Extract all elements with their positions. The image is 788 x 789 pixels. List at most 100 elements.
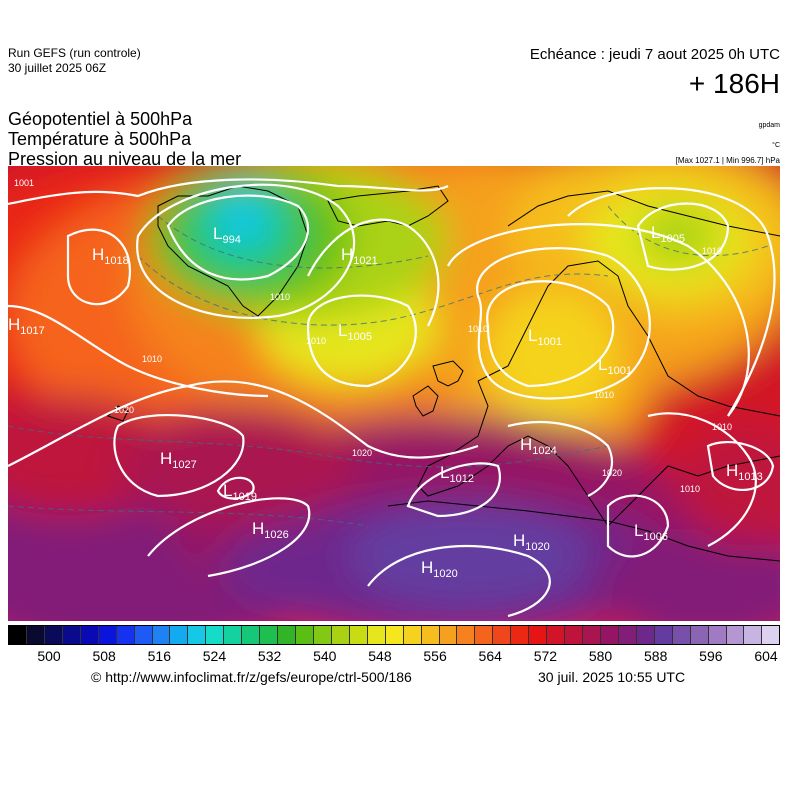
isobars bbox=[8, 178, 776, 618]
colorbar-tick-label: 524 bbox=[202, 648, 227, 664]
colorbar-swatch bbox=[349, 626, 368, 644]
isobar-label: 1020 bbox=[114, 405, 134, 415]
coastlines bbox=[107, 185, 780, 562]
colorbar-swatch bbox=[493, 626, 512, 644]
high-pressure-center: H1018 bbox=[92, 245, 129, 267]
colorbar-ticks: 500 508 516 524 532 540 548 556 564 572 580 588 596 6… bbox=[0, 648, 788, 668]
colorbar-tick-label: 596 bbox=[699, 648, 723, 664]
colorbar-swatch bbox=[583, 626, 601, 644]
colorbar-swatch bbox=[690, 626, 709, 644]
isobar-label: 1010 bbox=[702, 246, 722, 256]
colorbar-tick-label: 500 bbox=[37, 648, 61, 664]
colorbar-swatch bbox=[116, 626, 135, 644]
high-pressure-center: H1024 bbox=[520, 435, 557, 457]
low-pressure-center: L1012 bbox=[440, 463, 474, 485]
low-pressure-center: L994 bbox=[213, 224, 241, 246]
isobar-label: 1020 bbox=[352, 448, 372, 458]
colorbar-swatch bbox=[98, 626, 117, 644]
variable-temperature: Température à 500hPa bbox=[8, 129, 192, 149]
colorbar-swatch bbox=[260, 626, 279, 644]
source-url: © http://www.infoclimat.fr/z/gefs/europe… bbox=[91, 669, 412, 685]
colorbar-tick-label: 588 bbox=[644, 648, 668, 664]
low-pressure-center: L1005 bbox=[651, 223, 685, 245]
high-pressure-center: H1020 bbox=[513, 531, 550, 553]
generated-time: 30 juil. 2025 10:55 UTC bbox=[538, 669, 686, 685]
colorbar-swatch bbox=[529, 626, 548, 644]
colorbar-tick-label: 564 bbox=[478, 648, 502, 664]
colorbar-swatch bbox=[762, 626, 780, 644]
unit-geopotential: gpdam bbox=[758, 122, 780, 129]
run-date: 30 juillet 2025 06Z bbox=[8, 61, 107, 75]
colorbar-swatch bbox=[224, 626, 243, 644]
isobar-label: 1010 bbox=[468, 324, 488, 334]
colorbar-swatch bbox=[80, 626, 99, 644]
colorbar-swatch bbox=[565, 626, 583, 644]
colorbar-swatch bbox=[654, 626, 673, 644]
colorbar-swatch bbox=[421, 626, 440, 644]
colorbar-swatch bbox=[313, 626, 332, 644]
run-title: Run GEFS (run controle) bbox=[8, 46, 141, 60]
isobar-value-labels: 1001 1010 1010 1020 1020 1010 1020 1010 … bbox=[14, 178, 732, 494]
colorbar-swatch bbox=[170, 626, 189, 644]
low-pressure-center: L1005 bbox=[338, 321, 372, 343]
colorbar-swatch bbox=[475, 626, 494, 644]
low-pressure-center: L1001 bbox=[598, 355, 632, 377]
colorbar-swatch bbox=[367, 626, 386, 644]
high-pressure-center: H1026 bbox=[252, 519, 289, 541]
isobar-label: 1010 bbox=[142, 354, 162, 364]
colorbar bbox=[8, 625, 780, 645]
colorbar-swatch bbox=[457, 626, 476, 644]
unit-temperature: °C bbox=[772, 142, 780, 149]
colorbar-swatch bbox=[618, 626, 637, 644]
colorbar-tick-label: 556 bbox=[423, 648, 447, 664]
variable-geopotential: Géopotentiel à 500hPa bbox=[8, 109, 193, 129]
isobar-label: 1010 bbox=[270, 292, 290, 302]
colorbar-swatch bbox=[206, 626, 225, 644]
high-pressure-center: H1027 bbox=[160, 449, 197, 471]
forecast-valid-time: Echéance : jeudi 7 aout 2025 0h UTC bbox=[529, 46, 780, 63]
colorbar-tick-label: 516 bbox=[147, 648, 171, 664]
temperature-isotherms bbox=[8, 205, 769, 527]
colorbar-swatch bbox=[134, 626, 153, 644]
pressure-extremes: [Max 1027.1 | Min 996.7] hPa bbox=[675, 156, 780, 165]
colorbar-swatch bbox=[62, 626, 81, 644]
colorbar-swatch bbox=[403, 626, 422, 644]
colorbar-swatch bbox=[439, 626, 458, 644]
low-pressure-center: L1001 bbox=[528, 326, 562, 348]
isobar-label: 1010 bbox=[306, 336, 326, 346]
colorbar-tick-label: 540 bbox=[313, 648, 337, 664]
colorbar-swatch bbox=[511, 626, 530, 644]
isobar-label: 1010 bbox=[712, 422, 732, 432]
colorbar-swatch bbox=[278, 626, 296, 644]
low-pressure-center: L1019 bbox=[223, 481, 257, 503]
colorbar-swatch bbox=[188, 626, 207, 644]
high-pressure-center: H1020 bbox=[421, 558, 458, 580]
colorbar-swatch bbox=[331, 626, 350, 644]
colorbar-tick-label: 532 bbox=[257, 648, 282, 664]
colorbar-tick-label: 572 bbox=[533, 648, 558, 664]
colorbar-swatch bbox=[547, 626, 566, 644]
colorbar-swatch bbox=[672, 626, 691, 644]
isobar-label: 1010 bbox=[680, 484, 700, 494]
lead-time: + 186H bbox=[688, 68, 780, 99]
isobar-label: 1010 bbox=[594, 390, 614, 400]
low-pressure-center: L1006 bbox=[634, 521, 668, 543]
colorbar-swatch bbox=[44, 626, 63, 644]
variable-pressure: Pression au niveau de la mer bbox=[8, 149, 242, 169]
colorbar-swatch bbox=[296, 626, 314, 644]
colorbar-tick-label: 508 bbox=[92, 648, 116, 664]
colorbar-swatch bbox=[385, 626, 404, 644]
high-pressure-center: H1017 bbox=[8, 315, 45, 337]
high-pressure-center: H1013 bbox=[726, 461, 763, 483]
colorbar-swatch bbox=[636, 626, 655, 644]
weather-map: 1001 1010 1010 1020 1020 1010 1020 1010 … bbox=[8, 166, 780, 621]
colorbar-swatch bbox=[726, 626, 745, 644]
colorbar-tick-label: 580 bbox=[588, 648, 613, 664]
colorbar-swatch bbox=[9, 626, 27, 644]
high-pressure-center: H1021 bbox=[341, 245, 378, 267]
colorbar-swatch bbox=[708, 626, 727, 644]
pressure-centers: H1018 L994 H1021 L1005 L1005 H1017 L1001 L1001 H… bbox=[8, 223, 763, 580]
isobar-label: 1020 bbox=[602, 468, 622, 478]
colorbar-tick-label: 548 bbox=[368, 648, 392, 664]
colorbar-swatch bbox=[26, 626, 45, 644]
